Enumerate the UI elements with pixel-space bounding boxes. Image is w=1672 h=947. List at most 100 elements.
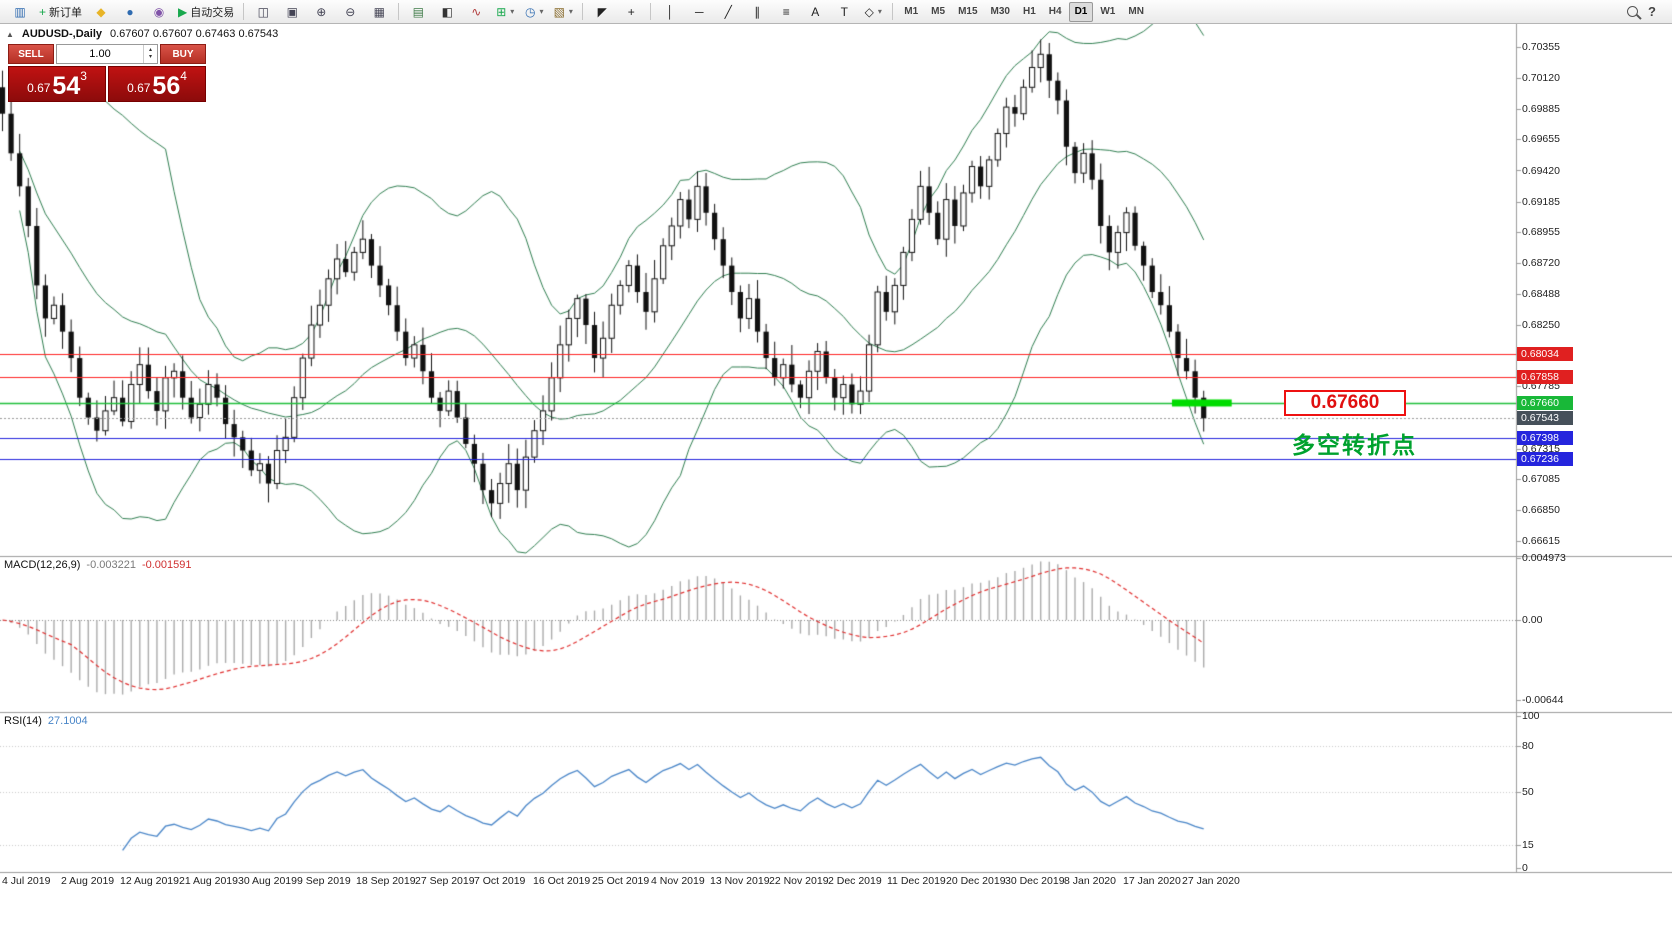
- chart-title: ▲ AUDUSD-,Daily 0.67607 0.67607 0.67463 …: [6, 28, 278, 40]
- text-button[interactable]: A: [801, 1, 829, 23]
- symbol-period-label: AUDUSD-,Daily: [21, 28, 102, 40]
- new-order-icon: +: [39, 4, 47, 19]
- chevron-down-icon: ▾: [877, 7, 882, 16]
- timeframe-H1-button[interactable]: H1: [1022, 6, 1036, 17]
- channel-button[interactable]: ∥: [743, 1, 771, 23]
- timeframe-M30-button[interactable]: M30: [990, 6, 1010, 17]
- bid-pips: 54: [52, 72, 81, 100]
- ask-pipette: 4: [180, 69, 187, 83]
- turning-point-label: 多空转折点: [1292, 432, 1417, 458]
- main-toolbar: ▥ + 新订单 ◆ ● ◉ ▶ 自动交易 ◫ ▣ ⊕ ⊖ ▦ ▤ ◧ ∿ ⊞ ▾ ◷ ▾ ▧ ▾ ◤ + │ ─ ╱ ∥ ≡ A T ◇ ▾ M1…: [0, 0, 1672, 24]
- autotrading-button[interactable]: ▶ 自动交易: [174, 1, 238, 23]
- navigator-button[interactable]: ◉: [145, 1, 173, 23]
- bid-pipette: 3: [80, 69, 87, 83]
- ohlc-values-label: 0.67607 0.67607 0.67463 0.67543: [110, 28, 279, 40]
- macd-main-value: -0.003221: [86, 559, 136, 571]
- macd-params: MACD(12,26,9): [4, 559, 81, 571]
- price-callout: 0.67660: [1284, 390, 1406, 416]
- sell-button[interactable]: SELL: [8, 44, 54, 64]
- new-chart-icon: ▥: [14, 4, 26, 19]
- grid-button[interactable]: ▦: [365, 1, 393, 23]
- periods-icon: ◷: [525, 4, 536, 19]
- timeframe-MN-button[interactable]: MN: [1128, 6, 1144, 17]
- volume-down-icon[interactable]: ▾: [148, 54, 152, 60]
- buy-button[interactable]: BUY: [160, 44, 206, 64]
- toolbar-separator: [243, 3, 245, 20]
- new-order-button[interactable]: + 新订单: [35, 1, 86, 23]
- horizontal-line-icon: ─: [694, 4, 704, 19]
- favorites-button[interactable]: ◆: [87, 1, 115, 23]
- fibonacci-icon: ≡: [782, 4, 790, 19]
- cascade-windows-button[interactable]: ▣: [278, 1, 306, 23]
- new-order-label: 新订单: [49, 6, 83, 19]
- shapes-button[interactable]: ◇ ▾: [859, 1, 887, 23]
- timeframe-W1-button[interactable]: W1: [1100, 6, 1116, 17]
- macd-label: MACD(12,26,9) -0.003221 -0.001591: [4, 559, 192, 571]
- vertical-line-button[interactable]: │: [656, 1, 684, 23]
- trendline-button[interactable]: ╱: [714, 1, 742, 23]
- horizontal-line-button[interactable]: ─: [685, 1, 713, 23]
- zoom-out-button[interactable]: ⊖: [336, 1, 364, 23]
- bars-chart-button[interactable]: ▤: [404, 1, 432, 23]
- volume-input[interactable]: [57, 45, 143, 63]
- toolbar-separator: [650, 3, 652, 20]
- collapse-panel-icon[interactable]: ▲: [6, 29, 14, 39]
- timeframe-M15-button[interactable]: M15: [958, 6, 978, 17]
- rsi-value: 27.1004: [47, 715, 88, 727]
- chart-canvas[interactable]: [0, 24, 1672, 947]
- autotrading-label: 自动交易: [190, 6, 235, 19]
- timeframe-D1-button[interactable]: D1: [1068, 1, 1094, 22]
- fibonacci-button[interactable]: ≡: [772, 1, 800, 23]
- ask-pips: 56: [152, 72, 181, 100]
- indicators-icon: ⊞: [496, 4, 507, 19]
- line-chart-icon: ∿: [471, 4, 482, 19]
- one-click-trading-panel: SELL ▴ ▾ BUY 0.67 54 3 0.67 56 4: [8, 44, 206, 102]
- sell-price-button[interactable]: 0.67 54 3: [8, 66, 106, 102]
- channel-icon: ∥: [754, 4, 761, 19]
- search-icon[interactable]: [1627, 6, 1639, 17]
- candlestick-chart-button[interactable]: ◧: [433, 1, 461, 23]
- cascade-windows-icon: ▣: [286, 4, 298, 19]
- label-icon: T: [840, 4, 848, 19]
- templates-button[interactable]: ▧ ▾: [549, 1, 577, 23]
- periods-button[interactable]: ◷ ▾: [520, 1, 548, 23]
- history-center-icon: ●: [126, 4, 134, 19]
- crosshair-button[interactable]: +: [617, 1, 645, 23]
- candlestick-chart-icon: ◧: [441, 4, 453, 19]
- timeframe-H4-button[interactable]: H4: [1048, 6, 1062, 17]
- templates-icon: ▧: [553, 4, 565, 19]
- cursor-button[interactable]: ◤: [588, 1, 616, 23]
- indicators-button[interactable]: ⊞ ▾: [491, 1, 519, 23]
- line-chart-button[interactable]: ∿: [462, 1, 490, 23]
- crosshair-icon: +: [627, 4, 635, 19]
- chart-window: ▲ AUDUSD-,Daily 0.67607 0.67607 0.67463 …: [0, 24, 1672, 947]
- timeframe-M1-button[interactable]: M1: [904, 6, 919, 17]
- buy-price-button[interactable]: 0.67 56 4: [108, 66, 206, 102]
- tile-windows-button[interactable]: ◫: [249, 1, 277, 23]
- label-button[interactable]: T: [830, 1, 858, 23]
- favorites-icon: ◆: [96, 4, 106, 19]
- chevron-down-icon: ▾: [568, 7, 573, 16]
- volume-up-icon[interactable]: ▴: [148, 47, 152, 53]
- toolbar-separator: [892, 3, 894, 20]
- bars-chart-icon: ▤: [412, 4, 424, 19]
- text-icon: A: [811, 4, 820, 19]
- shapes-icon: ◇: [864, 4, 874, 19]
- vertical-line-icon: │: [666, 4, 675, 19]
- toolbar-separator: [398, 3, 400, 20]
- timeframe-M5-button[interactable]: M5: [931, 6, 946, 17]
- bid-integer: 0.67: [27, 81, 51, 95]
- history-center-button[interactable]: ●: [116, 1, 144, 23]
- macd-signal-value: -0.001591: [141, 559, 192, 571]
- zoom-in-icon: ⊕: [316, 4, 327, 19]
- cursor-icon: ◤: [597, 4, 607, 19]
- autotrading-icon: ▶: [178, 4, 188, 19]
- rsi-label: RSI(14) 27.1004: [4, 715, 88, 727]
- zoom-in-button[interactable]: ⊕: [307, 1, 335, 23]
- rsi-params: RSI(14): [4, 715, 42, 727]
- help-button[interactable]: ?: [1648, 4, 1656, 19]
- new-chart-button[interactable]: ▥: [6, 1, 34, 23]
- ask-integer: 0.67: [127, 81, 151, 95]
- chevron-down-icon: ▾: [539, 7, 544, 16]
- toolbar-separator: [582, 3, 584, 20]
